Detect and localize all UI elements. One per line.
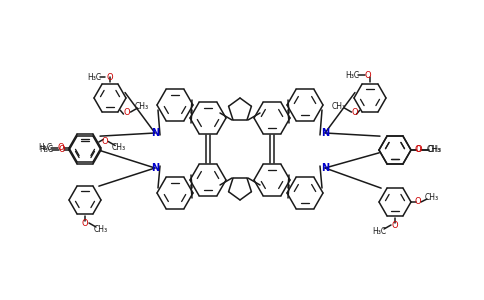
Text: H₃C: H₃C [38,143,52,152]
Text: CH₃: CH₃ [94,224,108,233]
Text: CH₃: CH₃ [332,102,346,111]
Text: CH₃: CH₃ [427,146,441,154]
Text: O: O [106,73,113,82]
Text: N: N [321,163,329,173]
Text: CH₃: CH₃ [428,146,442,154]
Text: N: N [321,128,329,138]
Text: CH₃: CH₃ [425,194,439,202]
Text: O: O [102,137,108,146]
Text: O: O [415,146,421,154]
Text: N: N [151,128,159,138]
Text: H₃C: H₃C [87,73,101,82]
Text: O: O [364,70,371,80]
Text: O: O [415,197,421,206]
Text: O: O [123,108,130,117]
Text: CH₃: CH₃ [112,143,126,152]
Text: O: O [416,146,423,154]
Text: CH₃: CH₃ [135,102,149,111]
Text: H₃C: H₃C [39,146,53,154]
Text: H₃C: H₃C [345,70,359,80]
Text: O: O [59,146,65,154]
Text: O: O [82,218,88,227]
Text: O: O [351,108,358,117]
Text: O: O [58,143,64,152]
Text: N: N [151,163,159,173]
Text: H₃C: H₃C [372,226,386,236]
Text: O: O [392,220,398,230]
